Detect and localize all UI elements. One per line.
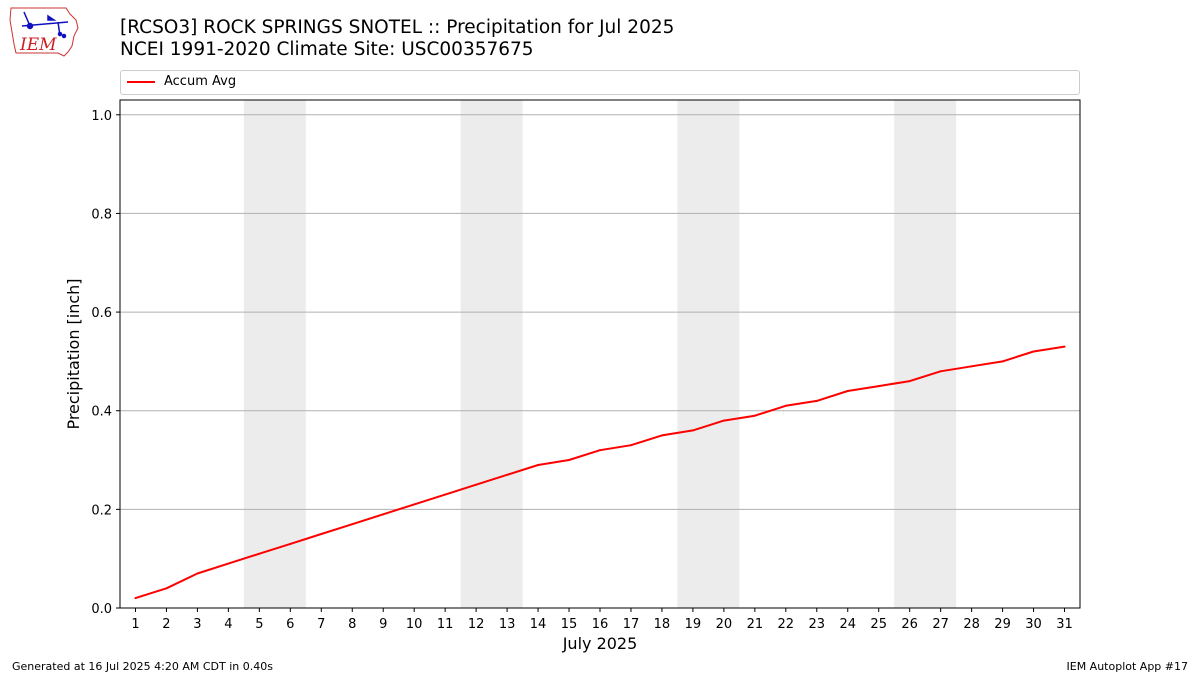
- x-tick-label-19: 19: [685, 617, 702, 632]
- data-point-day-17: [629, 444, 632, 447]
- y-tick-label-0: 0.0: [91, 602, 112, 617]
- weekend-band-4: [894, 100, 957, 608]
- data-point-day-24: [846, 389, 849, 392]
- x-tick-label-4: 4: [224, 617, 232, 632]
- legend-label-accum-avg: Accum Avg: [164, 74, 237, 89]
- x-tick-label-24: 24: [839, 617, 856, 632]
- data-point-day-23: [815, 399, 818, 402]
- data-point-day-3: [196, 572, 199, 575]
- x-tick-label-23: 23: [809, 617, 826, 632]
- weekend-band-1: [243, 100, 306, 608]
- chart-title: [RCSO3] ROCK SPRINGS SNOTEL :: Precipita…: [120, 17, 675, 38]
- x-tick-label-5: 5: [255, 617, 263, 632]
- data-point-day-29: [1001, 360, 1004, 363]
- legend: Accum Avg: [120, 70, 1080, 95]
- data-point-day-11: [444, 493, 447, 496]
- x-tick-label-11: 11: [437, 617, 454, 632]
- data-point-day-27: [939, 370, 942, 373]
- x-tick-label-10: 10: [406, 617, 423, 632]
- data-point-day-30: [1032, 350, 1035, 353]
- x-tick-label-15: 15: [561, 617, 578, 632]
- x-tick-label-3: 3: [193, 617, 201, 632]
- generated-timestamp: Generated at 16 Jul 2025 4:20 AM CDT in …: [12, 660, 273, 673]
- x-tick-label-30: 30: [1025, 617, 1042, 632]
- data-point-day-8: [351, 523, 354, 526]
- y-tick-label-1: 0.2: [91, 503, 112, 518]
- x-tick-label-6: 6: [286, 617, 294, 632]
- x-tick-label-26: 26: [901, 617, 918, 632]
- data-point-day-13: [506, 473, 509, 476]
- data-point-day-31: [1063, 345, 1066, 348]
- data-point-day-14: [537, 463, 540, 466]
- x-axis-label: July 2025: [562, 634, 638, 653]
- x-tick-label-29: 29: [994, 617, 1011, 632]
- data-point-day-10: [413, 503, 416, 506]
- data-point-day-16: [599, 449, 601, 452]
- x-tick-label-9: 9: [379, 617, 387, 632]
- x-tick-label-14: 14: [530, 617, 547, 632]
- data-point-day-7: [320, 533, 323, 536]
- x-tick-label-20: 20: [716, 617, 733, 632]
- y-tick-label-4: 0.8: [91, 207, 112, 222]
- y-tick-label-2: 0.4: [91, 405, 112, 420]
- x-tick-label-22: 22: [778, 617, 795, 632]
- x-tick-label-12: 12: [468, 617, 485, 632]
- y-tick-label-5: 1.0: [91, 109, 112, 124]
- data-point-day-2: [165, 587, 168, 590]
- x-tick-label-17: 17: [623, 617, 640, 632]
- data-point-day-5: [258, 552, 261, 555]
- weekend-band-2: [460, 100, 523, 608]
- x-tick-label-8: 8: [348, 617, 356, 632]
- x-tick-label-1: 1: [131, 617, 139, 632]
- data-point-day-1: [134, 597, 137, 600]
- data-point-day-12: [475, 483, 478, 486]
- autoplot-app-label: IEM Autoplot App #17: [1066, 660, 1189, 673]
- data-point-day-21: [753, 414, 756, 417]
- x-tick-label-28: 28: [963, 617, 980, 632]
- legend-swatch-accum-avg: [127, 81, 155, 83]
- data-point-day-20: [722, 419, 725, 422]
- x-tick-label-31: 31: [1056, 617, 1073, 632]
- data-point-day-22: [784, 404, 787, 407]
- data-point-day-6: [289, 542, 292, 545]
- data-point-day-28: [970, 365, 973, 368]
- weather-station-icon: [21, 11, 69, 39]
- data-point-day-9: [382, 513, 385, 516]
- iowa-state-outline: [9, 7, 79, 57]
- x-tick-label-13: 13: [499, 617, 516, 632]
- data-point-day-25: [877, 385, 880, 388]
- x-tick-label-25: 25: [870, 617, 887, 632]
- data-point-day-26: [908, 380, 911, 383]
- data-point-day-15: [568, 459, 571, 462]
- y-axis-label: Precipitation [inch]: [64, 278, 83, 429]
- chart-subtitle: NCEI 1991-2020 Climate Site: USC00357675: [120, 39, 534, 60]
- x-tick-label-18: 18: [654, 617, 671, 632]
- iem-logo: IEM: [9, 7, 79, 57]
- data-point-day-19: [691, 429, 694, 432]
- y-tick-label-3: 0.6: [91, 306, 112, 321]
- x-tick-label-21: 21: [747, 617, 764, 632]
- x-tick-label-16: 16: [592, 617, 609, 632]
- x-tick-label-7: 7: [317, 617, 325, 632]
- iem-logo-text: IEM: [19, 35, 57, 55]
- data-point-day-4: [227, 562, 230, 565]
- data-point-day-18: [660, 434, 663, 437]
- x-tick-label-2: 2: [162, 617, 170, 632]
- x-tick-label-27: 27: [932, 617, 949, 632]
- weekend-band-3: [677, 100, 740, 608]
